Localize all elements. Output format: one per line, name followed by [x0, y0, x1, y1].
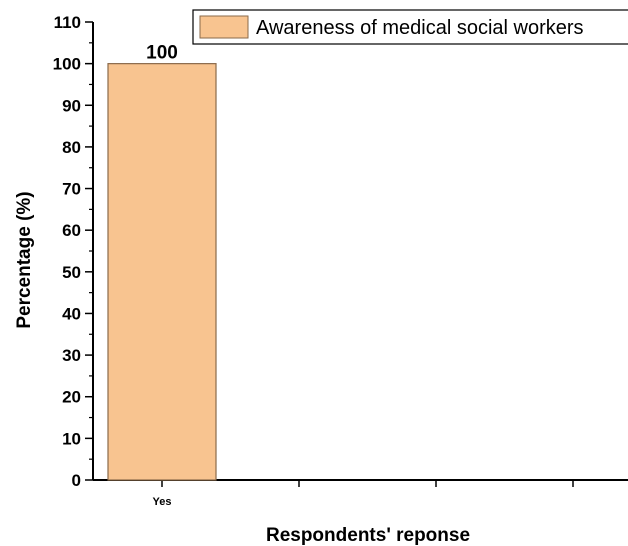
y-tick-label: 60: [62, 221, 81, 240]
y-tick-label: 40: [62, 304, 81, 323]
legend: Awareness of medical social workers: [192, 9, 628, 45]
legend-label: Awareness of medical social workers: [256, 17, 584, 39]
y-tick-label: 90: [62, 96, 81, 115]
y-tick-label: 0: [72, 471, 81, 490]
y-tick-label: 50: [62, 263, 81, 282]
plot-area: 0 10 20 30 40 50 60 70 80 90 100 110 Yes 100: [53, 13, 628, 508]
x-tick-label: Yes: [153, 496, 172, 508]
y-tick-label: 100: [53, 55, 81, 74]
bar: [107, 63, 217, 481]
y-tick-label: 110: [54, 13, 81, 32]
y-tick-label: 80: [62, 138, 81, 157]
y-axis-title: Percentage (%): [14, 191, 35, 328]
x-axis-title: Respondents' reponse: [266, 525, 470, 546]
y-tick-label: 30: [62, 346, 81, 365]
legend-box: [192, 9, 628, 45]
legend-swatch: [199, 15, 249, 39]
y-tick-label: 20: [62, 388, 81, 407]
y-tick-label: 10: [62, 429, 81, 448]
y-tick-label: 70: [62, 180, 81, 199]
data-label: 100: [146, 43, 178, 64]
